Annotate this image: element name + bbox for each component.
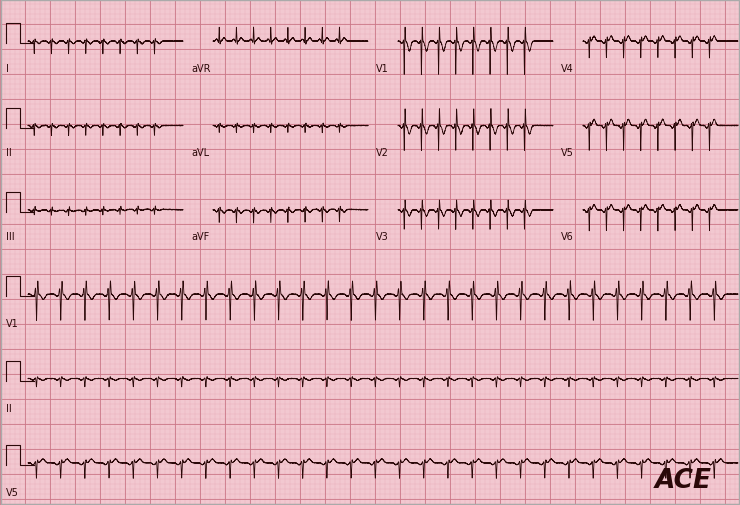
Text: V3: V3: [376, 232, 388, 242]
Text: V1: V1: [6, 319, 18, 329]
Text: V4: V4: [561, 64, 574, 74]
Text: II: II: [6, 148, 12, 158]
Text: aVR: aVR: [191, 64, 210, 74]
Text: aVL: aVL: [191, 148, 209, 158]
Text: aVF: aVF: [191, 232, 209, 242]
Text: V5: V5: [561, 148, 574, 158]
Text: V1: V1: [376, 64, 388, 74]
Text: II: II: [6, 403, 12, 413]
Text: V5: V5: [6, 487, 19, 497]
Text: I: I: [6, 64, 9, 74]
Text: V2: V2: [376, 148, 389, 158]
Text: ACE: ACE: [655, 467, 712, 493]
Text: III: III: [6, 232, 15, 242]
Text: V6: V6: [561, 232, 574, 242]
